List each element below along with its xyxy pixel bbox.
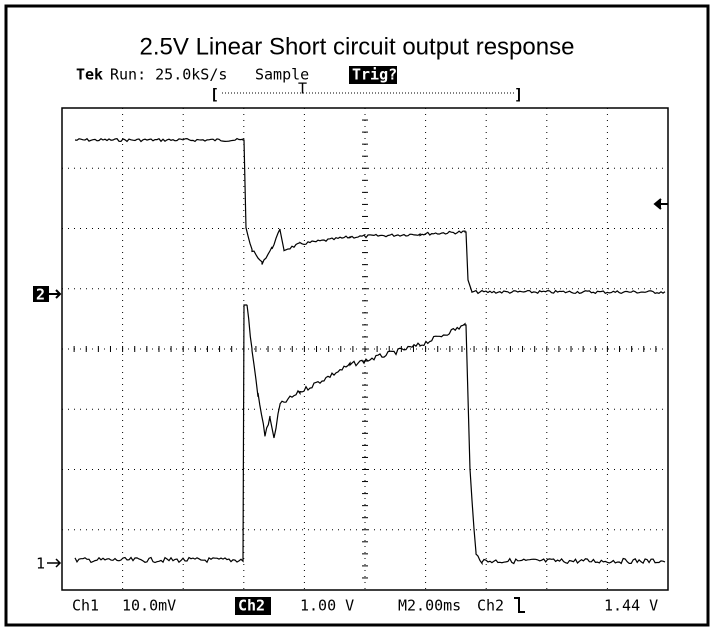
- grid: [61, 107, 668, 591]
- ch2-label: Ch2: [238, 597, 265, 615]
- timebase: M2.00ms: [398, 597, 461, 615]
- acq-mode: Sample: [255, 66, 309, 84]
- brand: Tek: [76, 66, 103, 84]
- ch2-scale: 1.00 V: [300, 597, 354, 615]
- trig-status: Trig?: [352, 66, 397, 84]
- ch1-label: Ch1: [72, 597, 99, 615]
- trig-slope: [514, 597, 525, 613]
- record-open: [: [210, 86, 219, 104]
- trig-box: [349, 66, 397, 84]
- ch2-trace: [74, 137, 666, 295]
- run-status: Run: 25.0kS/s: [110, 66, 227, 84]
- title: 2.5V Linear Short circuit output respons…: [140, 33, 575, 60]
- frame: [4, 4, 710, 627]
- ch1-scale: 10.0mV: [122, 597, 176, 615]
- ch1-trace: [74, 304, 666, 566]
- ch2-marker-box: [33, 286, 49, 302]
- record-close: ]: [514, 86, 523, 104]
- trig-level: 1.44 V: [604, 597, 658, 615]
- ch2-arrow: [49, 289, 62, 299]
- trigger-mark: T: [298, 80, 307, 98]
- ch2-marker: 2: [36, 286, 45, 304]
- trigger-level-arrow: [653, 198, 668, 210]
- ch2-box: [235, 597, 271, 615]
- ch1-marker: 1: [36, 555, 45, 573]
- ch1-arrow: [47, 558, 62, 568]
- trig-source: Ch2: [477, 597, 504, 615]
